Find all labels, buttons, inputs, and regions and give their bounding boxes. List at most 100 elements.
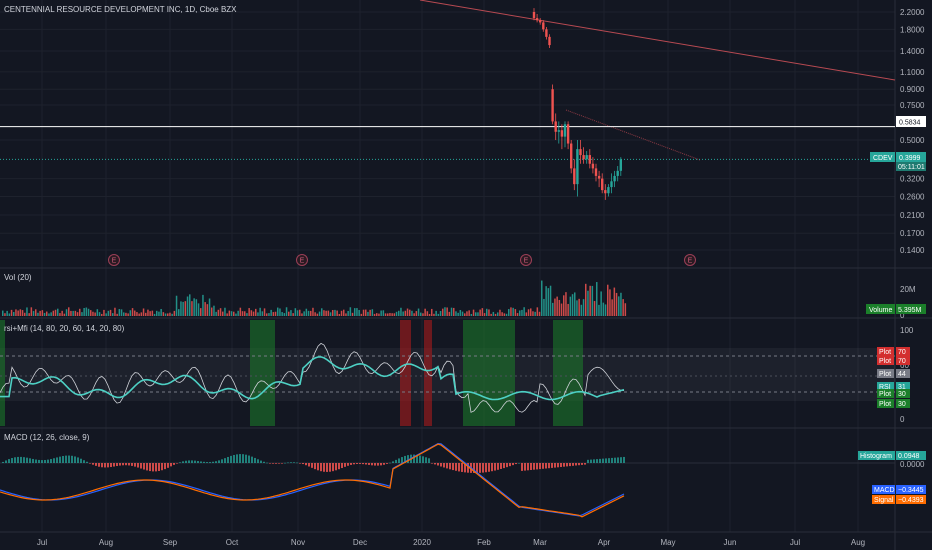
- volume-bar: [532, 311, 534, 316]
- candle-body: [539, 20, 542, 23]
- macd-hist-bar: [446, 463, 448, 469]
- rsi-tag-label-bg: [877, 382, 894, 391]
- macd-hist-bar: [149, 463, 151, 472]
- candle: [619, 157, 622, 176]
- volume-bar: [134, 310, 136, 316]
- rsi-line[interactable]: [0, 356, 625, 401]
- macd-hist-bar: [17, 456, 19, 463]
- candle-body: [570, 143, 573, 169]
- macd-hist-bar: [560, 463, 562, 467]
- volume-bar: [83, 307, 85, 316]
- volume-bar: [512, 307, 514, 316]
- volume-bar: [442, 308, 444, 316]
- volume-bar: [321, 308, 323, 316]
- trend-line[interactable]: [419, 0, 896, 81]
- macd-hist-bar: [596, 459, 598, 463]
- rsi-pane[interactable]: [0, 320, 895, 426]
- macd-hist-bar: [521, 463, 523, 471]
- price-axis[interactable]: 2.2000 1.8000 1.4000 1.1000 0.9000 0.7500 0.50…: [900, 8, 925, 255]
- macd-hist-bar: [551, 463, 553, 468]
- candle: [539, 18, 542, 25]
- volume-bar: [270, 309, 272, 316]
- volume-bar: [61, 310, 63, 316]
- macd-hist-bar: [110, 463, 112, 468]
- candle-body: [591, 163, 595, 169]
- macd-hist-bar: [296, 462, 298, 464]
- volume-bar: [481, 308, 484, 316]
- volume-bar: [301, 313, 303, 316]
- volume-bar: [556, 296, 558, 316]
- rsi-tag-value-bg: [896, 399, 910, 408]
- macd-hist-bar: [425, 457, 427, 463]
- candle-body: [594, 168, 598, 176]
- volume-bar: [268, 313, 270, 316]
- volume-bar: [103, 309, 105, 316]
- macd-hist-bar: [92, 463, 94, 465]
- price-tick-label: 1.4000: [900, 47, 925, 56]
- volume-bar: [334, 309, 336, 316]
- macd-hist-bar: [26, 457, 28, 463]
- earnings-marker[interactable]: E: [684, 254, 696, 266]
- macd-hist-bar: [608, 458, 610, 463]
- macd-hist-bar: [332, 463, 334, 472]
- macd-title: MACD (12, 26, close, 9): [4, 433, 90, 442]
- macd-hist-bar: [506, 463, 508, 468]
- macd-hist-bar: [545, 463, 547, 469]
- macd-tag-label: Histogram: [860, 453, 892, 460]
- volume-bar: [340, 310, 343, 316]
- volume-bar: [494, 313, 497, 316]
- volume-bar: [380, 310, 382, 316]
- macd-histogram[interactable]: [2, 454, 625, 473]
- volume-bar: [184, 301, 187, 316]
- signal-line[interactable]: [0, 443, 625, 518]
- macd-hist-bar: [248, 455, 250, 463]
- volume-bar: [167, 313, 169, 316]
- volume-bar: [156, 310, 158, 316]
- volume-bar: [158, 311, 160, 316]
- rsi-tag-label-bg: [877, 399, 894, 408]
- volume-bar: [420, 312, 422, 316]
- volume-bar: [138, 313, 140, 316]
- macd-tag-label-bg: [872, 495, 895, 504]
- volume-bar: [589, 285, 591, 316]
- volume-bar: [624, 303, 627, 316]
- macd-hist-bar: [437, 463, 439, 466]
- macd-hist-bar: [206, 462, 208, 463]
- volume-bar: [63, 313, 66, 316]
- volume-bar: [4, 313, 6, 316]
- candle-body: [554, 121, 557, 132]
- rsi-tag: Plot 30: [877, 399, 910, 408]
- earnings-marker[interactable]: E: [520, 254, 532, 266]
- volume-bar: [378, 313, 380, 316]
- volume-bar: [219, 308, 222, 316]
- volume-bar: [129, 310, 132, 316]
- volume-bar: [101, 313, 103, 316]
- volume-bar: [213, 305, 215, 316]
- earnings-label: E: [300, 258, 305, 265]
- macd-hist-bar: [200, 461, 202, 463]
- volume-bar: [65, 309, 68, 316]
- volume-bar: [413, 313, 415, 316]
- volume-bar: [565, 292, 567, 316]
- candles[interactable]: [532, 8, 622, 200]
- macd-hist-bar: [251, 456, 253, 463]
- macd-tag: Signal −0.4393: [872, 495, 926, 504]
- month-label: Feb: [477, 538, 491, 547]
- volume-bar: [57, 308, 59, 316]
- candle: [535, 13, 539, 23]
- volume-bar: [261, 311, 264, 316]
- candle-body: [557, 130, 560, 132]
- earnings-marker[interactable]: E: [108, 254, 120, 266]
- time-axis[interactable]: Jul Aug Sep Oct Nov Dec 2020 Feb Mar Apr May Jun Jul…: [37, 538, 865, 547]
- earnings-marker[interactable]: E: [296, 254, 308, 266]
- volume-bars[interactable]: [2, 280, 627, 316]
- macd-hist-bar: [536, 463, 538, 470]
- macd-hist-bar: [566, 463, 568, 467]
- volume-bar: [503, 313, 506, 316]
- macd-hist-bar: [473, 463, 475, 473]
- volume-bar: [32, 311, 35, 316]
- macd-hist-bar: [374, 463, 376, 466]
- volume-bar: [543, 298, 545, 316]
